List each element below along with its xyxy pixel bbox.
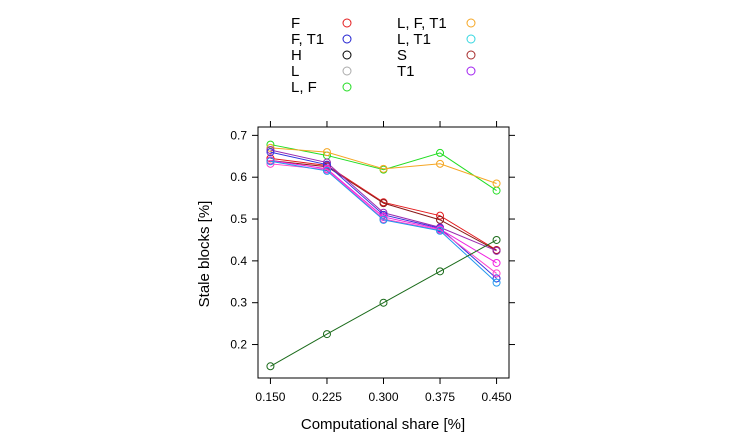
y-tick-label: 0.6: [230, 170, 247, 184]
series-line: [270, 239, 497, 367]
legend-marker: [466, 50, 476, 60]
data-point: [436, 226, 445, 235]
data-point: [322, 330, 331, 339]
series-line: [270, 163, 497, 274]
data-point: [266, 154, 275, 163]
series-8: [266, 157, 501, 287]
data-point: [492, 246, 501, 255]
legend-item: S: [397, 47, 476, 64]
x-axis-title: Computational share [%]: [301, 416, 465, 433]
data-point: [492, 269, 501, 278]
data-point: [379, 210, 388, 219]
x-tick-label: 0.225: [312, 390, 342, 404]
data-point: [379, 215, 388, 224]
y-tick-label: 0.4: [230, 254, 247, 268]
y-axis-title: Stale blocks [%]: [196, 201, 213, 308]
series-line: [270, 147, 497, 184]
legend-label: L, F: [291, 79, 317, 96]
data-point: [379, 199, 388, 208]
x-tick-label: 0.375: [425, 390, 455, 404]
legend-item: T1: [397, 63, 476, 80]
data-point: [266, 159, 275, 168]
data-point: [379, 164, 388, 173]
legend-item: L, F, T1: [397, 15, 476, 32]
legend-marker: [342, 34, 352, 44]
data-point: [266, 148, 275, 157]
legend-marker: [466, 66, 476, 76]
series-line: [270, 160, 497, 283]
legend-marker: [342, 66, 352, 76]
legend-marker: [466, 34, 476, 44]
series-line: [270, 159, 497, 264]
data-point: [492, 274, 501, 283]
data-point: [266, 146, 275, 155]
data-point: [436, 215, 445, 224]
legend-label: L: [291, 63, 299, 80]
data-point: [266, 143, 275, 152]
y-tick-label: 0.3: [230, 296, 247, 310]
legend-marker: [342, 50, 352, 60]
data-point: [492, 278, 501, 287]
legend-label: F: [291, 15, 300, 32]
series-line: [270, 157, 497, 251]
series-line: [270, 159, 497, 251]
data-point: [492, 258, 501, 267]
legend-item: L, T1: [397, 31, 476, 48]
data-point: [436, 267, 445, 276]
axis-ticks: 0.150 0.225 0.300 0.375 0.450 0.2 0.3 0.4 0.5 0.6…: [230, 121, 515, 404]
x-tick-label: 0.300: [368, 390, 398, 404]
data-point: [436, 159, 445, 168]
legend-label: H: [291, 47, 302, 64]
series-line: [270, 149, 497, 252]
data-point: [379, 298, 388, 307]
legend-label: F, T1: [291, 31, 324, 48]
legend-item: L: [291, 63, 352, 80]
x-tick-label: 0.450: [482, 390, 512, 404]
legend-label: L, F, T1: [397, 15, 447, 32]
y-tick-label: 0.5: [230, 212, 247, 226]
legend-marker: [342, 82, 352, 92]
y-tick-label: 0.2: [230, 338, 247, 352]
series-line: [270, 144, 497, 192]
legend-item: H: [291, 47, 352, 64]
data-point: [266, 157, 275, 166]
data-point: [322, 166, 331, 175]
series-lines: [266, 140, 501, 371]
data-point: [322, 148, 331, 157]
data-point: [436, 211, 445, 220]
legend-item: L, F: [291, 79, 352, 96]
series-9: [266, 235, 501, 371]
x-tick-label: 0.150: [255, 390, 285, 404]
legend-item: F: [291, 15, 352, 32]
legend-label: T1: [397, 63, 415, 80]
series-0: [266, 140, 501, 195]
data-point: [322, 160, 331, 169]
legend-marker: [342, 18, 352, 28]
series-7: [266, 159, 501, 278]
data-point: [492, 179, 501, 188]
y-tick-label: 0.7: [230, 128, 247, 142]
series-1: [266, 143, 501, 188]
legend-label: L, T1: [397, 31, 431, 48]
legend-label: S: [397, 47, 407, 64]
legend-item: F, T1: [291, 31, 352, 48]
data-point: [492, 235, 501, 244]
data-point: [266, 362, 275, 371]
legend-marker: [466, 18, 476, 28]
data-point: [436, 148, 445, 157]
